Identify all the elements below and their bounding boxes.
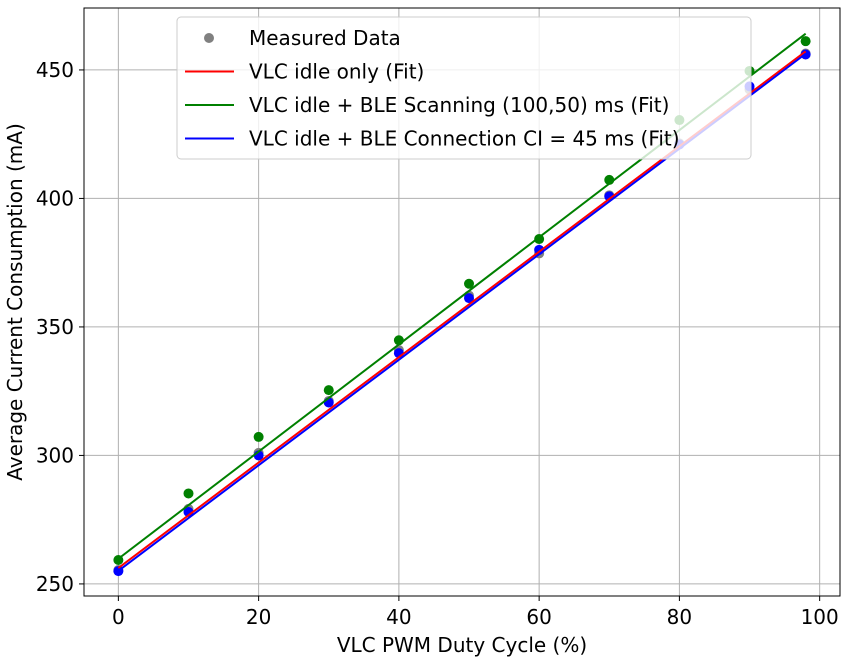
x-tick-label: 100 — [801, 605, 839, 629]
measured-point-series-1-x-20 — [253, 431, 264, 442]
x-axis-label: VLC PWM Duty Cycle (%) — [337, 633, 587, 657]
measured-point-series-1-x-30 — [323, 385, 334, 396]
legend-label-series-1: VLC idle + BLE Scanning (100,50) ms (Fit… — [249, 93, 669, 117]
legend: Measured Data VLC idle only (Fit) VLC idle… — [176, 16, 752, 160]
x-tick-label: 0 — [112, 605, 125, 629]
legend-label-series-2: VLC idle + BLE Connection CI = 45 ms (Fi… — [249, 127, 680, 151]
y-tick-label: 300 — [36, 443, 74, 467]
legend-label-series-0: VLC idle only (Fit) — [249, 60, 424, 84]
x-tick-label: 40 — [386, 605, 411, 629]
x-tick-label: 60 — [526, 605, 551, 629]
measured-point-series-1-x-98 — [800, 36, 811, 47]
legend-marker-measured — [204, 33, 214, 43]
x-tick-label: 20 — [246, 605, 271, 629]
x-tick-label: 80 — [667, 605, 692, 629]
y-tick-label: 450 — [36, 58, 74, 82]
legend-box — [176, 16, 752, 160]
measured-point-series-1-x-10 — [183, 488, 194, 499]
y-tick-label: 350 — [36, 315, 74, 339]
y-tick-label: 250 — [36, 572, 74, 596]
legend-label-measured: Measured Data — [249, 26, 401, 50]
y-tick-label: 400 — [36, 186, 74, 210]
plot-frame — [83, 7, 841, 597]
measured-point-series-2-x-50 — [464, 293, 475, 304]
axis-ticks: 0 20 40 60 80 100 250 300 350 400 450 — [36, 58, 839, 629]
y-axis-label: Average Current Consumption (mA) — [3, 123, 27, 481]
measured-point-series-1-x-50 — [464, 278, 475, 289]
